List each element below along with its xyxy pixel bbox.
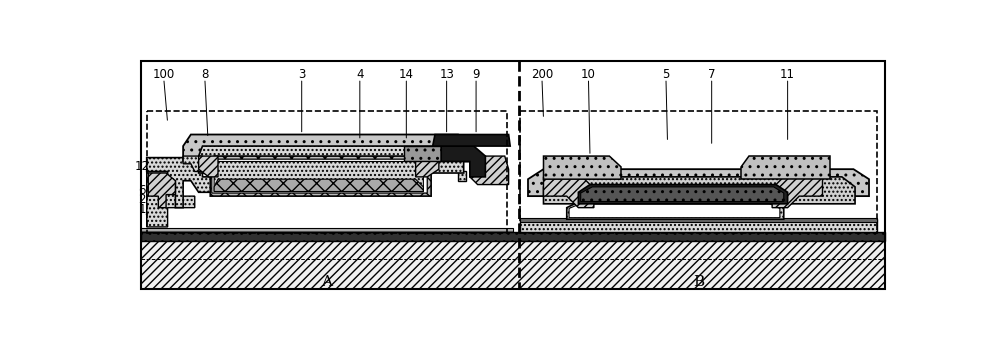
- Polygon shape: [741, 156, 830, 179]
- Bar: [520, 219, 877, 232]
- Polygon shape: [416, 156, 439, 177]
- Polygon shape: [147, 158, 218, 208]
- Polygon shape: [404, 146, 441, 161]
- Bar: [140, 61, 885, 289]
- Text: 8: 8: [201, 68, 209, 81]
- Polygon shape: [578, 185, 788, 204]
- Polygon shape: [544, 177, 855, 204]
- Polygon shape: [183, 134, 474, 161]
- Bar: [140, 241, 885, 289]
- Text: 2: 2: [138, 193, 146, 206]
- Polygon shape: [470, 156, 509, 185]
- Text: 6: 6: [138, 184, 146, 197]
- Bar: [140, 228, 512, 232]
- Polygon shape: [458, 172, 466, 181]
- Polygon shape: [147, 172, 195, 227]
- Bar: [520, 111, 877, 233]
- Polygon shape: [544, 177, 594, 208]
- Text: 100: 100: [153, 68, 175, 81]
- Polygon shape: [212, 159, 427, 193]
- Polygon shape: [199, 156, 218, 177]
- Text: 10: 10: [581, 68, 596, 81]
- Bar: [140, 232, 885, 241]
- Text: A: A: [321, 276, 332, 289]
- Text: 11: 11: [780, 68, 795, 81]
- Polygon shape: [569, 202, 780, 218]
- Polygon shape: [567, 200, 784, 219]
- Polygon shape: [433, 134, 510, 146]
- Bar: [520, 218, 877, 222]
- Text: 13: 13: [439, 68, 454, 81]
- Text: 7: 7: [708, 68, 715, 81]
- Polygon shape: [544, 156, 621, 179]
- Polygon shape: [199, 146, 464, 173]
- Text: 4: 4: [356, 68, 364, 81]
- Text: 5: 5: [662, 68, 670, 81]
- Polygon shape: [581, 187, 784, 201]
- Polygon shape: [148, 173, 175, 208]
- Polygon shape: [441, 146, 485, 177]
- Polygon shape: [772, 177, 822, 208]
- Text: 9: 9: [472, 68, 480, 81]
- Text: 3: 3: [298, 68, 305, 81]
- Text: 14: 14: [399, 68, 414, 81]
- Polygon shape: [214, 161, 423, 192]
- Text: B: B: [693, 276, 704, 289]
- Text: 200: 200: [531, 68, 553, 81]
- Polygon shape: [214, 179, 423, 192]
- Polygon shape: [183, 156, 202, 172]
- Text: 12: 12: [135, 160, 150, 173]
- Polygon shape: [210, 156, 431, 196]
- Bar: [140, 229, 512, 231]
- Bar: [147, 111, 507, 233]
- Text: 1: 1: [138, 203, 146, 216]
- Polygon shape: [528, 169, 869, 196]
